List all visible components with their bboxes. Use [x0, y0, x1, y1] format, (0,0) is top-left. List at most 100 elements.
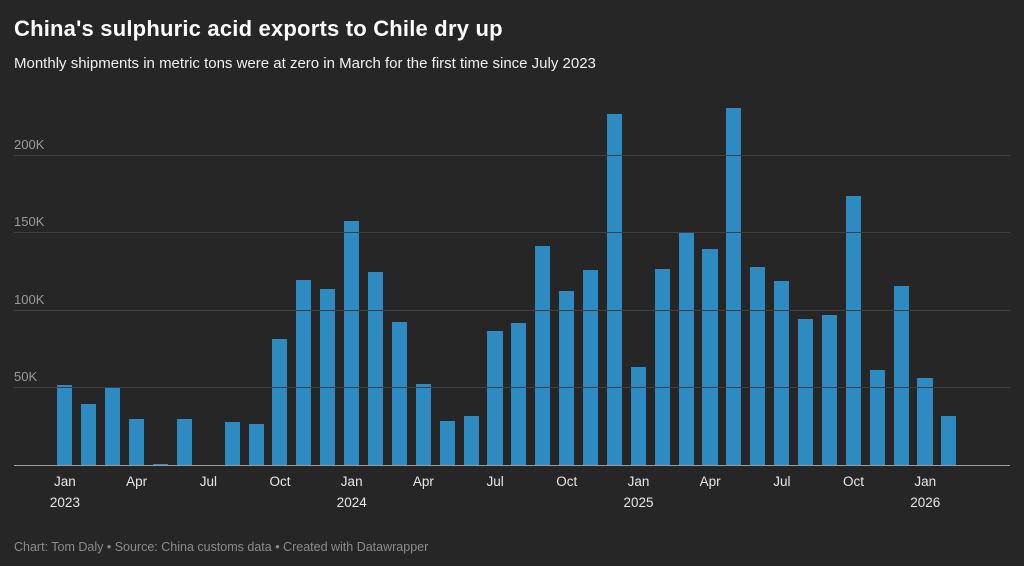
bar-jan-2023[interactable]	[57, 385, 73, 466]
bar-slot	[531, 100, 555, 466]
bar-sep-2025[interactable]	[821, 315, 837, 466]
bar-jul-2025[interactable]	[774, 281, 790, 466]
x-tick-jul: Jul	[486, 474, 503, 490]
bar-slot	[459, 100, 483, 466]
bar-apr-2023[interactable]	[129, 419, 145, 466]
x-tick-month-label: Jan	[54, 473, 76, 489]
bar-feb-2025[interactable]	[654, 268, 670, 466]
bar-slot	[794, 100, 818, 466]
gridline-150k	[14, 232, 1010, 234]
y-tick-label-50k: 50K	[14, 369, 38, 385]
y-tick-label-200k: 200K	[14, 136, 45, 152]
bar-mar-2023[interactable]	[105, 388, 121, 466]
bar-feb-2026[interactable]	[941, 416, 957, 466]
bar-oct-2023[interactable]	[272, 338, 288, 466]
bar-aug-2024[interactable]	[511, 323, 527, 466]
bar-sep-2024[interactable]	[535, 245, 551, 466]
x-axis-tick-labels: Jan 2023 Apr Jul Oct Jan 2024 Apr Jul Oct Jan 2025 A…	[49, 466, 985, 516]
bar-feb-2024[interactable]	[368, 272, 384, 466]
x-tick-month-label: Apr	[126, 473, 148, 489]
bar-slot	[172, 100, 196, 466]
bar-slot	[674, 100, 698, 466]
y-tick-label-150k: 150K	[14, 214, 45, 230]
bar-jan-2026[interactable]	[917, 377, 933, 466]
bar-may-2024[interactable]	[439, 420, 455, 466]
bar-jul-2024[interactable]	[487, 330, 503, 466]
y-tick-label-100k: 100K	[14, 291, 45, 307]
x-tick-oct: Oct	[556, 474, 577, 490]
bar-slot	[746, 100, 770, 466]
bar-nov-2023[interactable]	[296, 279, 312, 466]
bar-nov-2025[interactable]	[869, 369, 885, 466]
x-tick-month-label: Jul	[486, 473, 504, 489]
bar-slot	[387, 100, 411, 466]
bar-slot	[244, 100, 268, 466]
bar-slot	[316, 100, 340, 466]
bar-slot	[292, 100, 316, 466]
x-tick-year-label: 2025	[623, 495, 654, 511]
bar-slot	[770, 100, 794, 466]
bar-slot	[411, 100, 435, 466]
x-axis-line	[14, 464, 1010, 466]
bar-sep-2023[interactable]	[248, 424, 264, 466]
bar-slot	[602, 100, 626, 466]
bar-slot	[340, 100, 364, 466]
bar-slot	[507, 100, 531, 466]
bar-slot	[483, 100, 507, 466]
bar-jun-2023[interactable]	[176, 419, 192, 466]
bar-mar-2024[interactable]	[391, 321, 407, 466]
bar-slot	[579, 100, 603, 466]
x-tick-oct: Oct	[843, 474, 864, 490]
bar-jan-2025[interactable]	[630, 366, 646, 466]
chart-subtitle: Monthly shipments in metric tons were at…	[14, 55, 596, 73]
x-tick-month-label: Oct	[556, 473, 578, 489]
x-tick-jul: Jul	[200, 474, 217, 490]
bar-nov-2024[interactable]	[583, 270, 599, 466]
x-tick-month-label: Apr	[412, 473, 434, 489]
bar-jan-2024[interactable]	[344, 220, 360, 466]
bar-slot	[555, 100, 579, 466]
bar-slot	[626, 100, 650, 466]
bar-aug-2023[interactable]	[224, 422, 240, 466]
bar-slot	[650, 100, 674, 466]
bar-dec-2024[interactable]	[606, 113, 622, 466]
bar-dec-2023[interactable]	[320, 289, 336, 466]
bar-slot	[841, 100, 865, 466]
x-tick-month-label: Oct	[269, 473, 291, 489]
bar-slot	[913, 100, 937, 466]
bar-oct-2025[interactable]	[845, 196, 861, 466]
gridline-100k	[14, 309, 1010, 311]
bar-slot	[937, 100, 961, 466]
gridline-200k	[14, 154, 1010, 156]
x-tick-apr: Apr	[413, 474, 434, 490]
bar-oct-2024[interactable]	[559, 290, 575, 466]
bar-slot	[77, 100, 101, 466]
bar-apr-2025[interactable]	[702, 248, 718, 466]
x-tick-month-label: Oct	[843, 473, 865, 489]
x-tick-oct: Oct	[270, 474, 291, 490]
x-tick-year-label: 2026	[910, 495, 941, 511]
x-tick-month-label: Jan	[914, 473, 937, 489]
bar-slot	[125, 100, 149, 466]
x-tick-jul: Jul	[773, 474, 790, 490]
x-tick-month-label: Apr	[699, 473, 721, 489]
bar-feb-2023[interactable]	[81, 403, 97, 466]
bar-slot	[220, 100, 244, 466]
bar-slot	[435, 100, 459, 466]
bar-mar-2025[interactable]	[678, 231, 694, 466]
x-tick-year-label: 2023	[49, 495, 80, 511]
x-tick-jan-2026: Jan 2026	[910, 474, 940, 511]
bar-jun-2025[interactable]	[750, 267, 766, 466]
chart-title: China's sulphuric acid exports to Chile …	[14, 16, 503, 41]
chart-credit: Chart: Tom Daly • Source: China customs …	[14, 539, 429, 554]
bar-slot	[889, 100, 913, 466]
bar-apr-2024[interactable]	[415, 383, 431, 466]
bar-jun-2024[interactable]	[463, 416, 479, 466]
bar-slot	[865, 100, 889, 466]
bar-slot	[364, 100, 388, 466]
gridline-50k	[14, 387, 1010, 389]
bar-dec-2025[interactable]	[893, 286, 909, 466]
bar-may-2025[interactable]	[726, 107, 742, 466]
plot-area: 50K 100K 150K 200K	[14, 100, 1010, 466]
bar-aug-2025[interactable]	[798, 318, 814, 466]
